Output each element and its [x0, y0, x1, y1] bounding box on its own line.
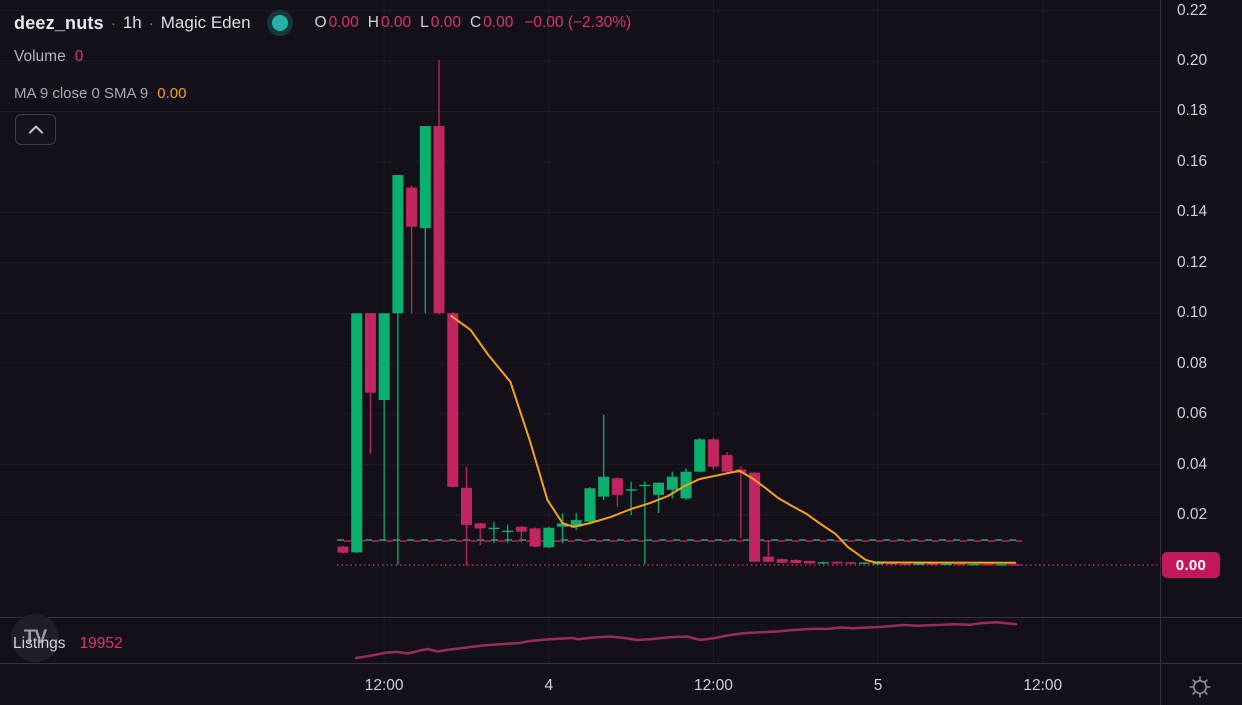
price-change: −0.00 (−2.30%)	[524, 14, 632, 31]
ma-label: MA 9 close 0 SMA 9	[14, 85, 149, 102]
close-label: C	[469, 14, 482, 31]
live-status-icon	[266, 10, 293, 36]
time-tick-label: 5	[873, 677, 883, 694]
separator-dot: ·	[110, 14, 116, 32]
time-tick-label: 4	[544, 677, 554, 694]
time-tick-label: 12:00	[694, 677, 733, 694]
tradingview-logo[interactable]: TV	[11, 614, 59, 662]
interval-label: 1h	[122, 13, 142, 32]
price-tick-label: 0.04	[1177, 455, 1208, 473]
symbol-name: deez_nuts	[14, 12, 104, 33]
time-axis[interactable]: 12:00 4 12:00 5 12:00	[0, 663, 1242, 705]
high-value: 0.00	[380, 14, 412, 31]
close-value: 0.00	[483, 14, 514, 31]
volume-row: Volume 0	[14, 48, 83, 66]
open-label: O	[314, 14, 327, 31]
volume-value: 0	[74, 48, 84, 65]
price-axis[interactable]: 0.22 0.20 0.18 0.16 0.14 0.12 0.10 0.08 0.06 0.04…	[1161, 0, 1242, 663]
ma-indicator-row: MA 9 close 0 SMA 9 0.00	[14, 85, 186, 102]
price-tick-label: 0.22	[1177, 1, 1208, 19]
listings-label: Listings	[13, 635, 66, 652]
low-label: L	[420, 14, 429, 31]
chevron-up-icon	[28, 125, 43, 134]
listings-value: 19952	[79, 635, 123, 652]
high-label: H	[367, 14, 379, 31]
collapse-legend-button[interactable]	[15, 114, 56, 145]
timezone-settings-button[interactable]	[1186, 673, 1214, 701]
price-tick-label: 0.06	[1177, 405, 1208, 423]
price-tick-label: 0.02	[1177, 506, 1208, 524]
ma-value: 0.00	[157, 85, 187, 102]
separator-dot: ·	[148, 14, 154, 32]
price-tick-label: 0.08	[1177, 354, 1208, 372]
price-tick-label: 0.18	[1177, 102, 1208, 120]
price-tick-label: 0.14	[1177, 203, 1208, 221]
exchange-label: Magic Eden	[160, 13, 251, 32]
listings-legend: Listings 19952	[13, 635, 123, 653]
price-tick-label: 0.10	[1177, 304, 1208, 322]
price-tick-label: 0.20	[1177, 52, 1208, 69]
volume-label: Volume	[14, 48, 66, 65]
time-tick-label: 12:00	[364, 677, 404, 694]
ohlc-values: O 0.00 H 0.00 L 0.00 C 0.00	[315, 14, 523, 32]
last-price-badge: 0.00	[1162, 552, 1220, 578]
gear-icon	[1189, 676, 1211, 698]
open-value: 0.00	[328, 14, 359, 31]
price-tick-label: 0.12	[1177, 253, 1208, 271]
time-tick-label: 12:00	[1023, 677, 1063, 694]
price-tick-label: 0.16	[1177, 152, 1208, 170]
symbol-legend: deez_nuts · 1h · Magic Eden O 0.00 H 0.00 …	[14, 9, 631, 37]
low-value: 0.00	[430, 14, 461, 31]
